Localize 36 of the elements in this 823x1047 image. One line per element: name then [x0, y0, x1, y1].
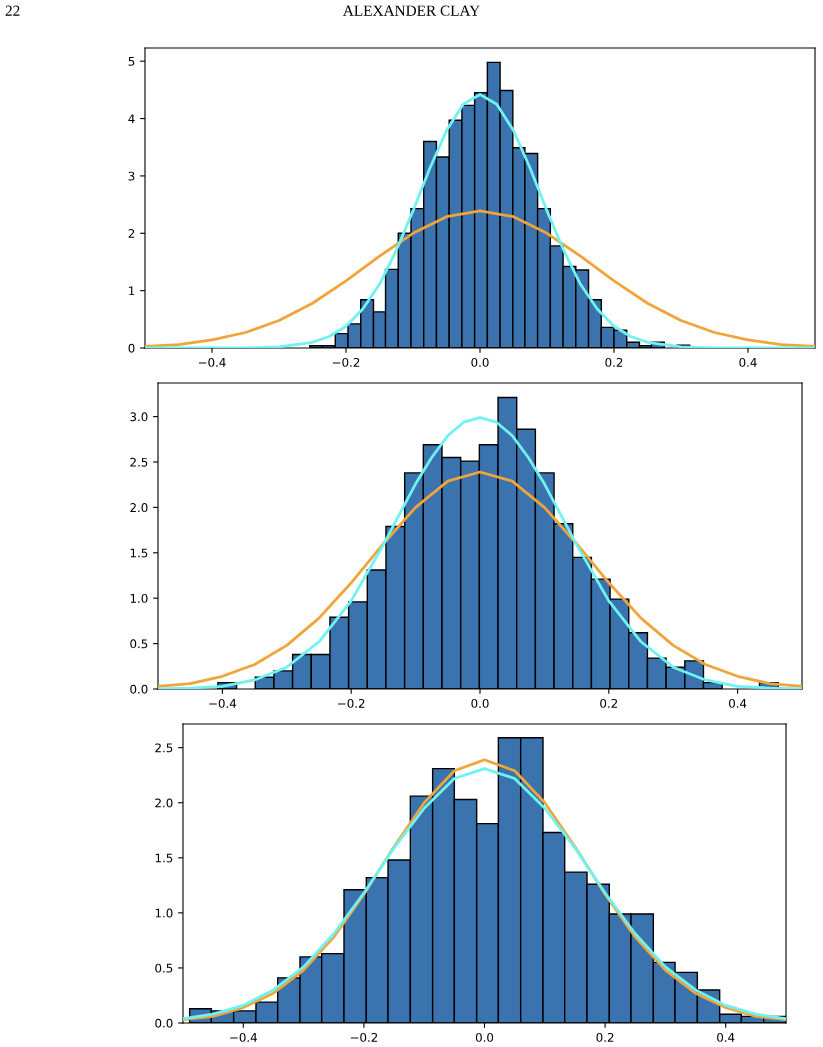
x-tick-label: −0.2	[350, 1032, 378, 1042]
y-tick-label: 3.0	[130, 412, 148, 422]
y-tick-label: 5	[128, 57, 135, 66]
y-tick-label: 1	[129, 286, 135, 296]
x-tick-label: 0.0	[471, 357, 489, 367]
y-tick-label: 2	[128, 229, 135, 238]
x-tick-label: 0.2	[596, 1032, 614, 1042]
y-tick-label: 0.5	[130, 639, 148, 649]
y-tick-label: 0.0	[130, 684, 148, 694]
y-tick-label: 2.5	[130, 457, 148, 467]
y-tick-label: 2.5	[155, 743, 173, 753]
y-tick-label: 2.0	[130, 503, 148, 513]
x-tick-label: −0.2	[332, 357, 360, 367]
x-tick-label: 0.4	[728, 698, 747, 708]
x-tick-label: 0.2	[605, 357, 623, 367]
x-tick-label: −0.4	[198, 357, 226, 367]
x-tick-label: −0.2	[338, 698, 365, 708]
x-tick-label: 0.0	[471, 698, 489, 708]
y-tick-label: 2.0	[155, 798, 173, 808]
y-tick-label: 1.5	[130, 548, 148, 558]
y-tick-label: 3	[128, 171, 135, 181]
x-tick-label: 0.4	[717, 1032, 735, 1042]
y-tick-label: 4	[128, 114, 135, 124]
y-tick-label: 0	[128, 343, 135, 353]
x-tick-label: 0.4	[739, 357, 757, 367]
text: ALEXANDER CLAY	[342, 5, 480, 16]
y-tick-label: 1.5	[155, 853, 173, 863]
y-tick-label: 1.0	[155, 908, 173, 918]
x-tick-label: 0.2	[600, 698, 618, 708]
x-tick-label: −0.4	[230, 1032, 257, 1042]
x-tick-label: −0.4	[209, 698, 237, 708]
x-tick-label: 0.0	[475, 1032, 494, 1042]
text: 22	[5, 5, 20, 16]
y-tick-label: 1.0	[130, 593, 148, 603]
y-tick-label: 0.5	[155, 963, 173, 973]
y-tick-label: 0.0	[155, 1018, 173, 1028]
